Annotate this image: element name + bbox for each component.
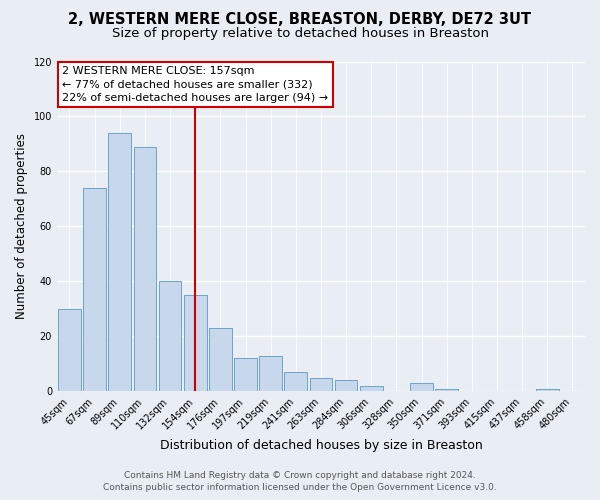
Bar (335, 380, 358, 392)
Bar (410, 383, 433, 392)
Text: Contains HM Land Registry data © Crown copyright and database right 2024.
Contai: Contains HM Land Registry data © Crown c… (103, 471, 497, 492)
Bar (58, 309, 81, 392)
Bar (134, 146, 156, 392)
Bar (536, 388, 559, 392)
Bar (209, 328, 232, 392)
Text: 2 WESTERN MERE CLOSE: 157sqm
← 77% of detached houses are smaller (332)
22% of s: 2 WESTERN MERE CLOSE: 157sqm ← 77% of de… (62, 66, 328, 103)
Bar (83, 188, 106, 392)
Text: Size of property relative to detached houses in Breaston: Size of property relative to detached ho… (112, 28, 488, 40)
Bar (436, 388, 458, 392)
Text: 2, WESTERN MERE CLOSE, BREASTON, DERBY, DE72 3UT: 2, WESTERN MERE CLOSE, BREASTON, DERBY, … (68, 12, 532, 28)
Bar (159, 282, 181, 392)
Bar (360, 386, 383, 392)
Y-axis label: Number of detached properties: Number of detached properties (15, 134, 28, 320)
Bar (234, 358, 257, 392)
Bar (109, 133, 131, 392)
Bar (259, 356, 282, 392)
X-axis label: Distribution of detached houses by size in Breaston: Distribution of detached houses by size … (160, 440, 482, 452)
Bar (310, 378, 332, 392)
Bar (284, 372, 307, 392)
Bar (184, 295, 206, 392)
